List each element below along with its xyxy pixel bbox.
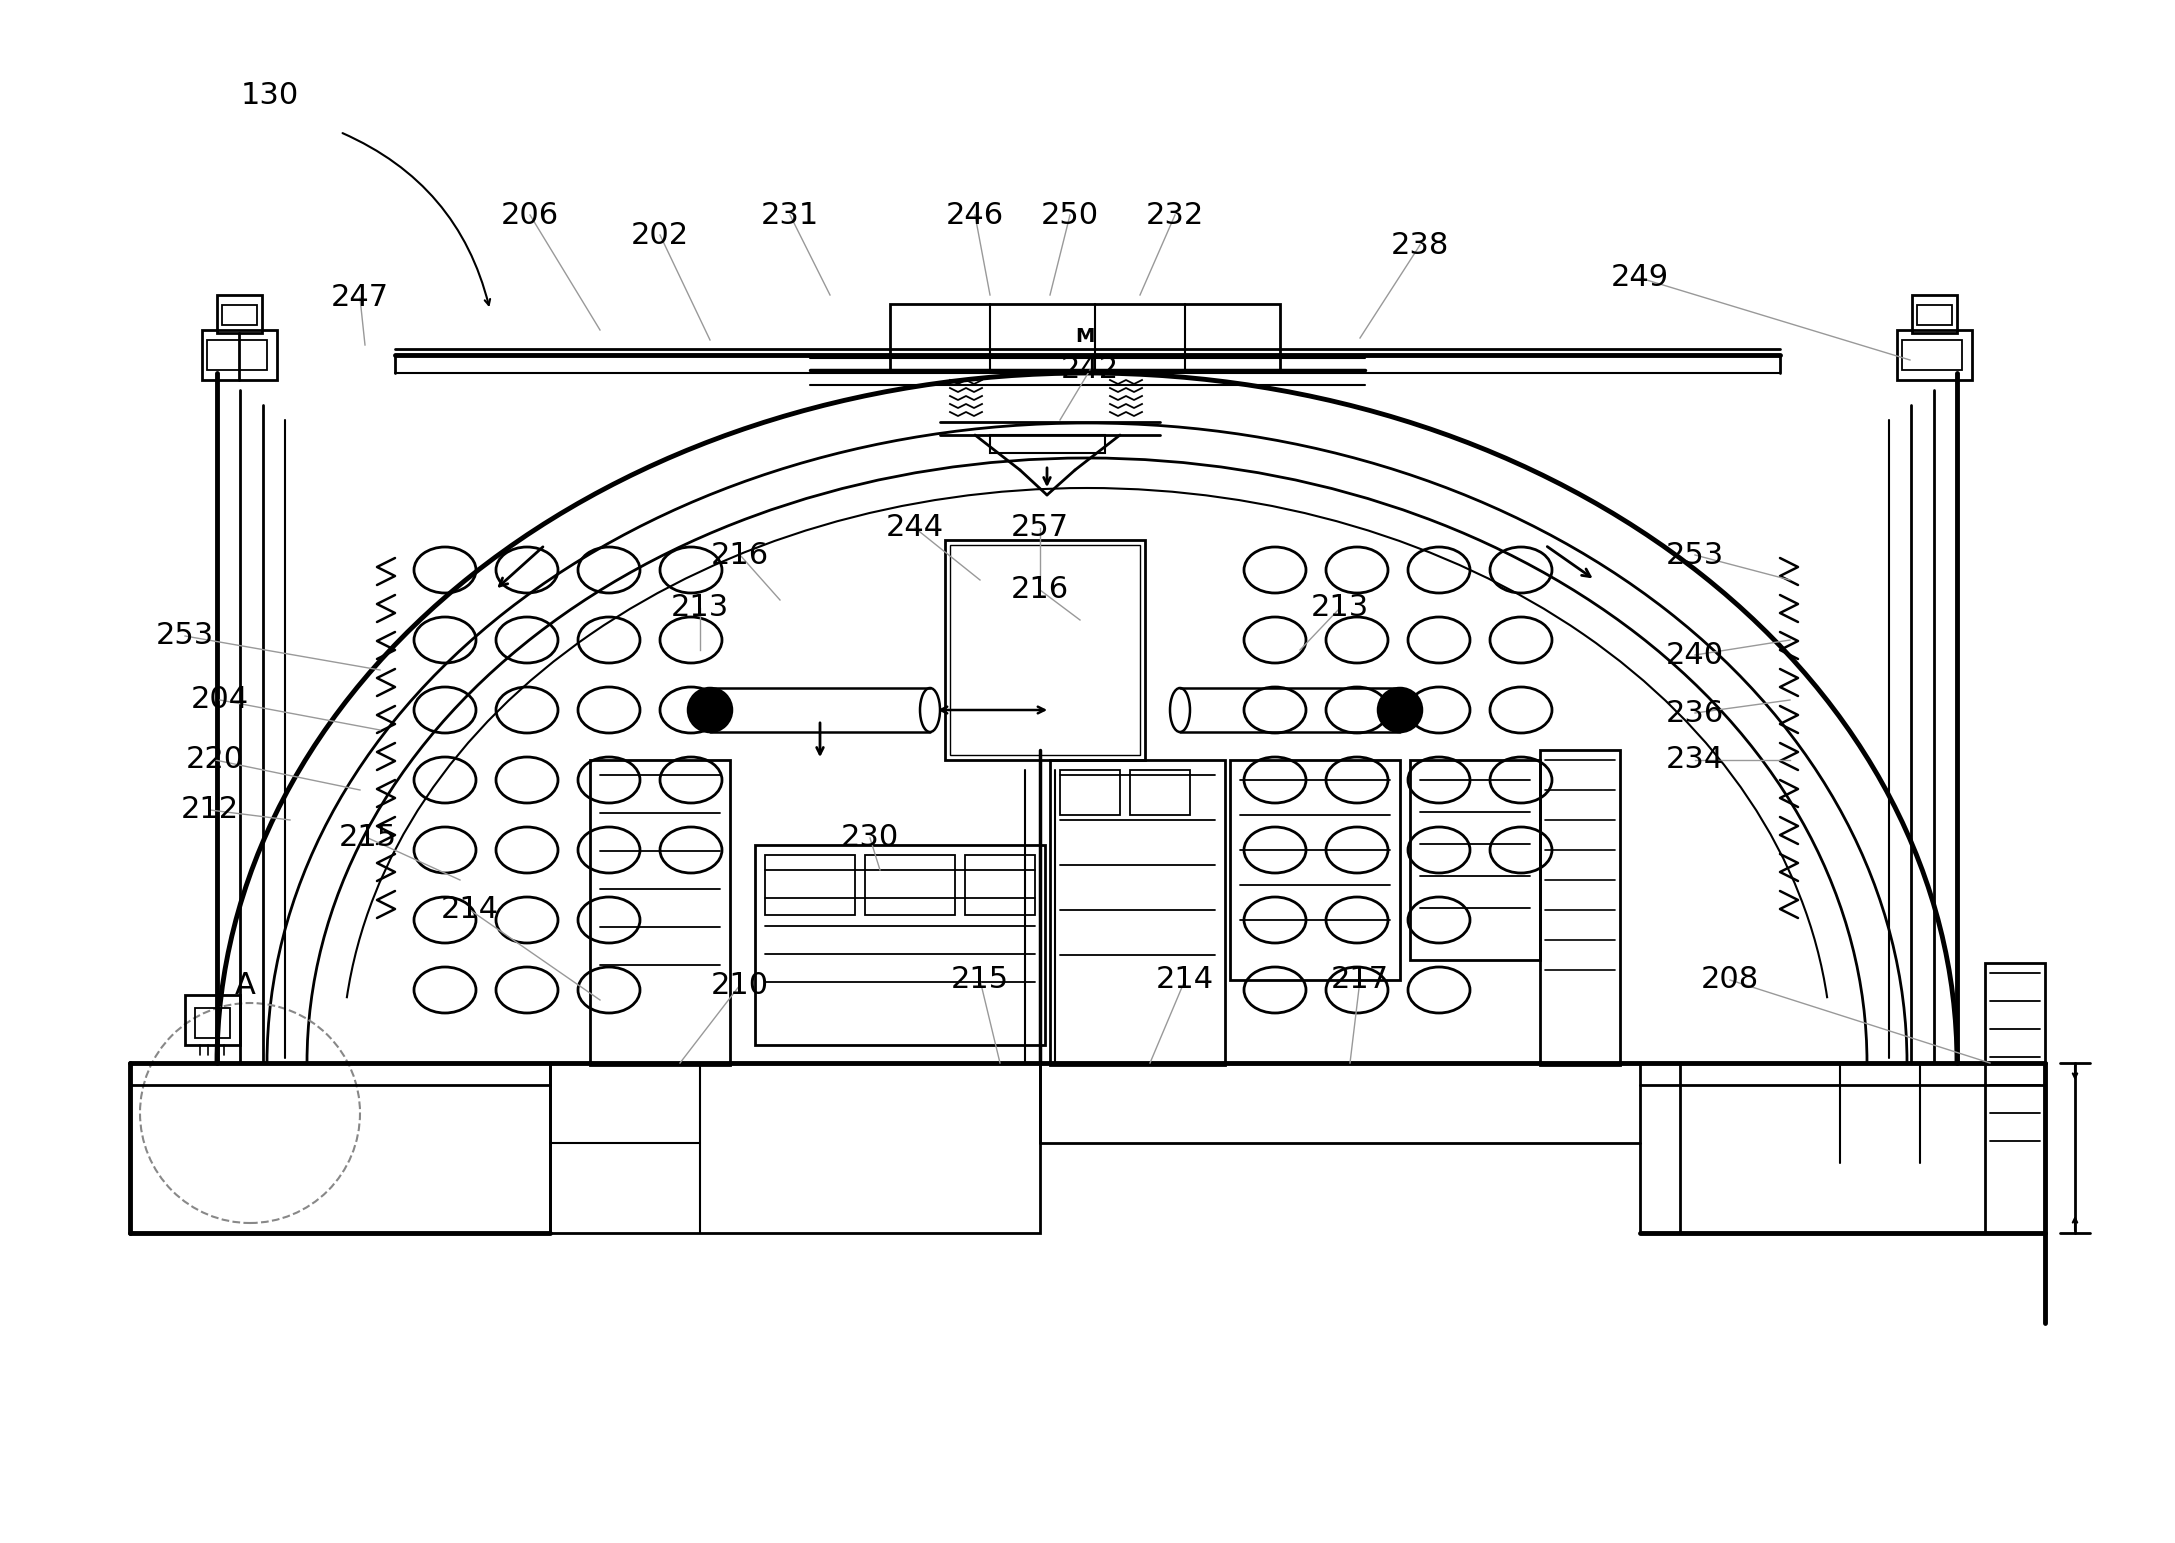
- Bar: [222, 306, 257, 326]
- Text: 214: 214: [1155, 966, 1214, 995]
- Text: 213: 213: [1312, 594, 1368, 622]
- Bar: [1901, 339, 1962, 370]
- Bar: [1059, 770, 1120, 815]
- Text: 215: 215: [339, 824, 398, 852]
- Text: 244: 244: [885, 514, 944, 543]
- Text: 208: 208: [1701, 966, 1760, 995]
- Text: 240: 240: [1666, 640, 1725, 670]
- Text: 216: 216: [711, 540, 770, 569]
- Text: 212: 212: [181, 796, 239, 824]
- Text: 238: 238: [1390, 230, 1449, 259]
- Text: A: A: [235, 971, 254, 1000]
- Bar: [890, 304, 1281, 370]
- Bar: [1051, 761, 1225, 1065]
- Text: 257: 257: [1011, 514, 1070, 543]
- Text: 204: 204: [191, 685, 250, 714]
- Bar: [990, 435, 1105, 454]
- Bar: [550, 1063, 1040, 1233]
- Ellipse shape: [687, 688, 733, 731]
- Bar: [966, 855, 1035, 915]
- Text: 236: 236: [1666, 699, 1725, 727]
- Bar: [1409, 761, 1540, 960]
- Bar: [1986, 963, 2044, 1233]
- Text: 232: 232: [1146, 201, 1205, 230]
- Bar: [950, 545, 1140, 755]
- Text: 253: 253: [157, 622, 213, 651]
- Text: 230: 230: [842, 824, 898, 852]
- Text: 247: 247: [331, 284, 389, 313]
- Bar: [589, 761, 731, 1065]
- Text: 215: 215: [950, 966, 1009, 995]
- Text: 231: 231: [761, 201, 820, 230]
- Bar: [1131, 770, 1190, 815]
- Bar: [944, 540, 1144, 761]
- Bar: [196, 1008, 231, 1038]
- Bar: [1540, 750, 1620, 1065]
- Text: 217: 217: [1331, 966, 1390, 995]
- Text: 216: 216: [1011, 576, 1070, 605]
- Ellipse shape: [1379, 688, 1422, 731]
- Bar: [1897, 330, 1973, 380]
- Text: 253: 253: [1666, 540, 1725, 569]
- Bar: [866, 855, 955, 915]
- Bar: [218, 295, 261, 333]
- Text: 210: 210: [711, 971, 770, 1000]
- Bar: [1912, 295, 1958, 333]
- Text: 220: 220: [185, 745, 244, 775]
- Bar: [755, 846, 1044, 1045]
- Bar: [207, 339, 268, 370]
- Text: 242: 242: [1061, 355, 1120, 384]
- Bar: [766, 855, 855, 915]
- Text: M: M: [1074, 327, 1094, 347]
- Text: 246: 246: [946, 201, 1005, 230]
- Bar: [202, 330, 276, 380]
- Text: 234: 234: [1666, 745, 1725, 775]
- Bar: [185, 995, 239, 1045]
- Text: 214: 214: [442, 895, 498, 924]
- Text: 202: 202: [631, 221, 689, 250]
- Bar: [1679, 1063, 2044, 1233]
- Text: 250: 250: [1042, 201, 1098, 230]
- Text: 130: 130: [241, 80, 300, 110]
- Bar: [1916, 306, 1951, 326]
- Bar: [1231, 761, 1401, 980]
- Text: 249: 249: [1612, 264, 1668, 293]
- Text: 213: 213: [670, 594, 729, 622]
- Text: 206: 206: [500, 201, 559, 230]
